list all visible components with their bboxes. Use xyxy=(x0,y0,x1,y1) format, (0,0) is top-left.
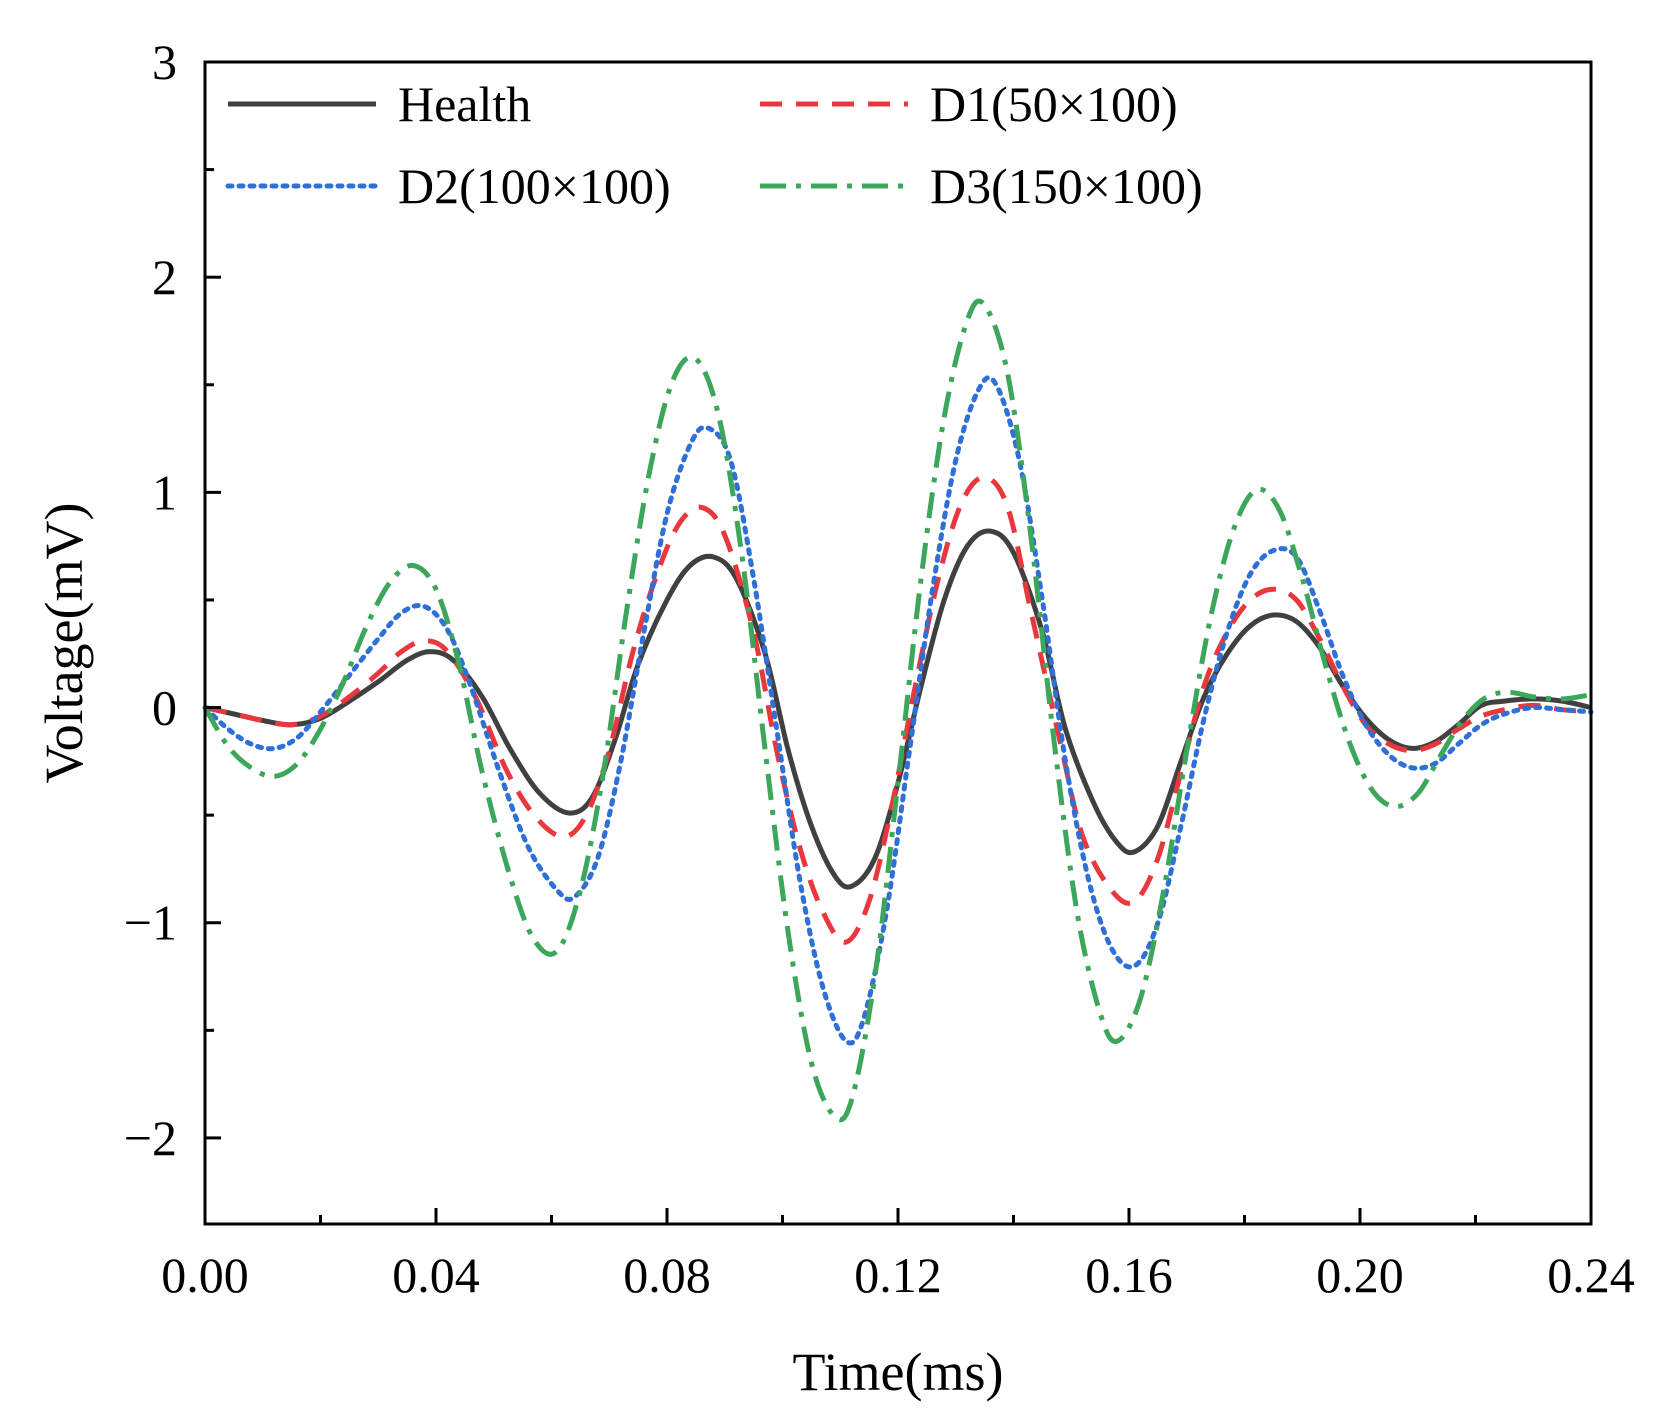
legend-label-d2-100-100: D2(100×100) xyxy=(398,158,671,214)
legend-label-d3-150-100: D3(150×100) xyxy=(930,158,1203,214)
y-axis: −2 −1 0 1 2 3 xyxy=(124,34,221,1166)
y-tick-label: 0 xyxy=(152,680,177,736)
series-line-d2-100-100 xyxy=(202,375,1594,1046)
series-layer xyxy=(202,298,1594,1123)
x-tick-label: 0.12 xyxy=(854,1247,942,1303)
y-tick-label: −2 xyxy=(124,1110,177,1166)
y-axis-title: Voltage(mV) xyxy=(34,503,94,784)
x-tick-label: 0.24 xyxy=(1547,1247,1635,1303)
legend: Health D1(50×100) D2(100×100) D3(150×100) xyxy=(225,76,1203,214)
y-tick-label: 3 xyxy=(152,34,177,90)
legend-label-health: Health xyxy=(398,76,531,132)
legend-label-d1-50-100: D1(50×100) xyxy=(930,76,1178,132)
x-axis: 0.00 0.04 0.08 0.12 0.16 0.20 0.24 xyxy=(161,1208,1635,1303)
x-tick-label: 0.00 xyxy=(161,1247,249,1303)
y-tick-label: −1 xyxy=(124,895,177,951)
y-tick-label: 2 xyxy=(152,249,177,305)
series-line-d1-50-100 xyxy=(204,474,1592,945)
x-tick-label: 0.20 xyxy=(1316,1247,1404,1303)
x-axis-title: Time(ms) xyxy=(792,1342,1003,1402)
x-tick-label: 0.08 xyxy=(623,1247,711,1303)
x-tick-label: 0.04 xyxy=(392,1247,480,1303)
y-tick-label: 1 xyxy=(152,464,177,520)
x-tick-label: 0.16 xyxy=(1085,1247,1173,1303)
series-line-d3-150-100 xyxy=(202,298,1592,1123)
